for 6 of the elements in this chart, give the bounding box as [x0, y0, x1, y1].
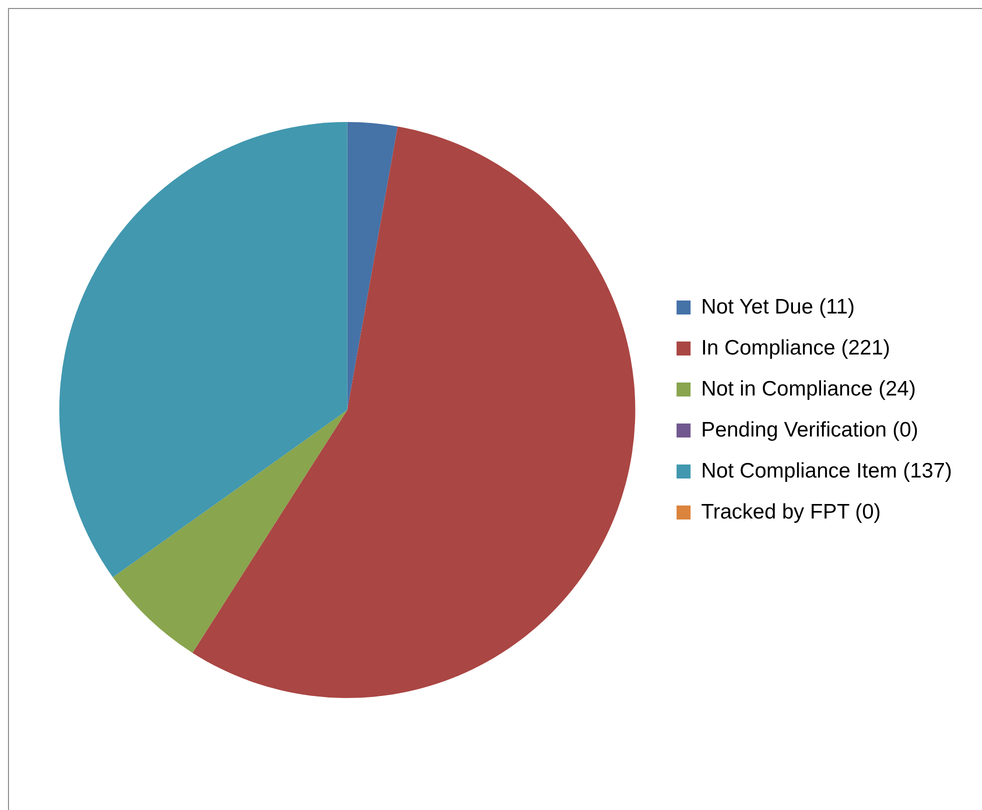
- legend-label: Tracked by FPT (0): [701, 500, 881, 524]
- legend-label: In Compliance (221): [701, 336, 890, 360]
- legend-label: Pending Verification (0): [701, 418, 918, 442]
- legend-label: Not in Compliance (24): [701, 377, 916, 400]
- legend-label: Not Compliance Item (137): [701, 459, 952, 482]
- legend-label: Not Yet Due (11): [701, 295, 855, 318]
